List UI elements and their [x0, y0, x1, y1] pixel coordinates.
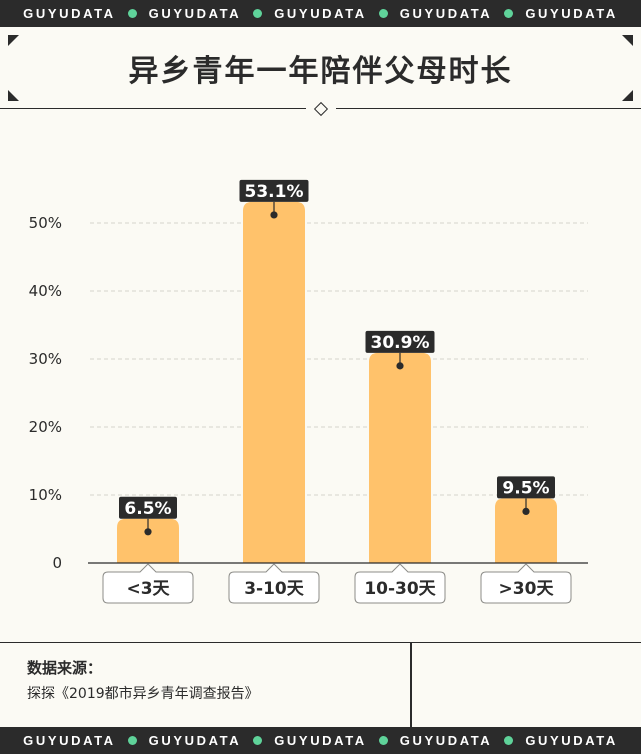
category-tag	[102, 563, 194, 604]
corner-triangle-icon	[622, 35, 633, 46]
chart-title: 异乡青年一年陪伴父母时长	[128, 53, 513, 89]
bar-chart: 0 10% 20% 30% 40% 50% 6.5% 53.1% 30.9% 9.5% <3天 3-1…	[29, 179, 588, 604]
label-dot-icon	[144, 528, 152, 536]
banner-word: GUYUDATA	[399, 6, 493, 21]
y-tick-label: 40%	[29, 282, 62, 300]
banner-word: GUYUDATA	[525, 733, 618, 748]
top-banner: GUYUDATA GUYUDATA GUYUDATA GUYUDATA GUYU…	[0, 0, 641, 27]
bottom-banner: GUYUDATA GUYUDATA GUYUDATA GUYUDATA GUYU…	[0, 727, 641, 754]
label-dot-icon	[270, 211, 278, 219]
source-label: 数据来源：	[27, 659, 103, 677]
banner-word: GUYUDATA	[23, 6, 116, 21]
dot-icon	[378, 736, 388, 745]
corner-triangle-icon	[8, 90, 19, 101]
dot-icon	[127, 736, 137, 745]
category-label: 3-10天	[244, 579, 305, 599]
bar	[243, 201, 305, 564]
diamond-ornament	[306, 100, 336, 118]
banner-word: GUYUDATA	[525, 6, 618, 21]
dot-icon	[504, 736, 514, 745]
dot-icon	[253, 736, 263, 745]
title-box: 异乡青年一年陪伴父母时长	[0, 27, 641, 109]
source-text: 探探《2019都市异乡青年调查报告》	[27, 686, 259, 702]
value-label-box	[365, 330, 435, 353]
y-tick-label: 20%	[29, 418, 62, 436]
banner-word: GUYUDATA	[399, 733, 493, 748]
category-tag	[228, 563, 320, 604]
value-label: 6.5%	[124, 499, 171, 519]
category-label: <3天	[126, 579, 170, 599]
bar	[369, 352, 431, 563]
dot-icon	[378, 9, 388, 18]
footer: 数据来源： 探探《2019都市异乡青年调查报告》	[0, 642, 641, 728]
dot-icon	[253, 9, 263, 18]
bar	[117, 518, 179, 563]
banner-word: GUYUDATA	[23, 733, 116, 748]
chart-panel: 异乡青年一年陪伴父母时长 0 10% 20% 30% 40% 50% 6.5% 53.1% 30…	[0, 27, 641, 728]
label-dot-icon	[522, 507, 530, 515]
corner-triangle-icon	[622, 90, 633, 101]
value-label: 53.1%	[245, 182, 304, 202]
y-tick-label: 50%	[29, 214, 62, 232]
category-label: 10-30天	[364, 579, 436, 599]
value-label: 9.5%	[502, 478, 549, 498]
dot-icon	[127, 9, 137, 18]
banner-word: GUYUDATA	[274, 733, 367, 748]
y-tick-label: 0	[52, 554, 62, 572]
value-label-box	[119, 496, 177, 519]
value-label: 30.9%	[371, 333, 430, 353]
value-label-box	[239, 179, 309, 202]
bar	[495, 498, 557, 563]
banner-word: GUYUDATA	[274, 6, 367, 21]
banner-word: GUYUDATA	[148, 6, 242, 21]
value-label-box	[497, 476, 555, 499]
category-tag	[354, 563, 446, 604]
label-dot-icon	[396, 362, 404, 370]
banner-word: GUYUDATA	[148, 733, 242, 748]
dot-icon	[504, 9, 514, 18]
category-tag	[480, 563, 572, 604]
footer-divider	[410, 643, 412, 728]
y-tick-label: 10%	[29, 486, 62, 504]
category-label: >30天	[499, 579, 555, 599]
corner-triangle-icon	[8, 35, 19, 46]
y-tick-label: 30%	[29, 350, 62, 368]
